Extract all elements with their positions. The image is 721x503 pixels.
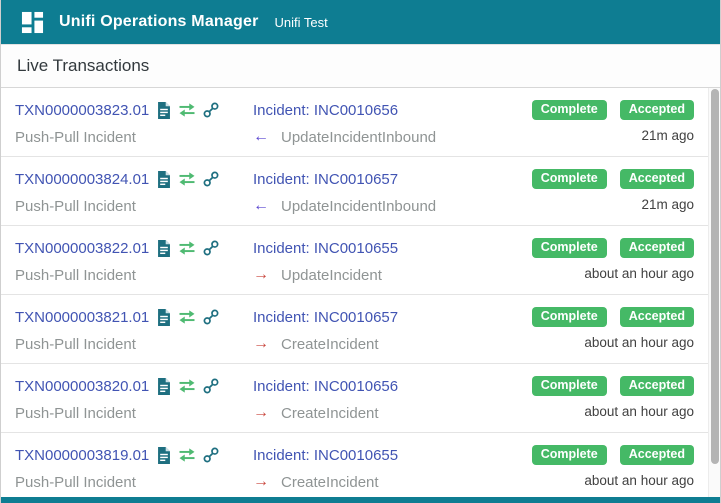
link-icon[interactable] bbox=[203, 309, 219, 325]
process-name: Push-Pull Incident bbox=[15, 197, 136, 215]
scrollbar-thumb[interactable] bbox=[711, 89, 719, 464]
direction-arrow-icon: → bbox=[253, 473, 269, 490]
transaction-number-link[interactable]: TXN0000003823.01 bbox=[15, 101, 150, 119]
incident-link[interactable]: Incident: INC0010657 bbox=[253, 170, 399, 188]
direction-arrow-icon: ← bbox=[253, 128, 269, 145]
transaction-row: TXN0000003821.01 bbox=[1, 295, 720, 364]
status-badge-state: Complete bbox=[531, 307, 607, 327]
process-name: Push-Pull Incident bbox=[15, 266, 136, 284]
timestamp: about an hour ago bbox=[584, 265, 694, 281]
transfer-arrows-icon[interactable] bbox=[178, 446, 196, 464]
message-name: UpdateIncident bbox=[281, 266, 382, 284]
incident-link[interactable]: Incident: INC0010656 bbox=[253, 101, 399, 119]
app-logo-icon[interactable] bbox=[21, 11, 44, 34]
transaction-row: TXN0000003822.01 bbox=[1, 226, 720, 295]
status-badge-acceptance: Accepted bbox=[619, 445, 694, 465]
document-icon[interactable] bbox=[157, 377, 171, 395]
document-icon[interactable] bbox=[157, 170, 171, 188]
status-badge-state: Complete bbox=[531, 445, 607, 465]
transaction-row: TXN0000003824.01 bbox=[1, 157, 720, 226]
timestamp: about an hour ago bbox=[584, 334, 694, 350]
status-badge-state: Complete bbox=[531, 100, 607, 120]
message-name: CreateIncident bbox=[281, 473, 379, 491]
link-icon[interactable] bbox=[203, 378, 219, 394]
link-icon[interactable] bbox=[203, 102, 219, 118]
direction-arrow-icon: ← bbox=[253, 197, 269, 214]
transaction-number-link[interactable]: TXN0000003824.01 bbox=[15, 170, 150, 188]
app-title: Unifi Operations Manager bbox=[59, 13, 259, 30]
message-name: UpdateIncidentInbound bbox=[281, 197, 437, 215]
transaction-row: TXN0000003820.01 bbox=[1, 364, 720, 433]
transfer-arrows-icon[interactable] bbox=[178, 101, 196, 119]
transfer-arrows-icon[interactable] bbox=[178, 239, 196, 257]
transaction-row: TXN0000003819.01 bbox=[1, 433, 720, 497]
incident-link[interactable]: Incident: INC0010655 bbox=[253, 446, 399, 464]
status-badge-acceptance: Accepted bbox=[619, 376, 694, 396]
timestamp: 21m ago bbox=[641, 127, 694, 143]
status-badge-acceptance: Accepted bbox=[619, 238, 694, 258]
message-name: UpdateIncidentInbound bbox=[281, 128, 437, 146]
transaction-row: TXN0000003823.01 bbox=[1, 88, 720, 157]
timestamp: about an hour ago bbox=[584, 472, 694, 488]
timestamp: about an hour ago bbox=[584, 403, 694, 419]
status-badge-state: Complete bbox=[531, 238, 607, 258]
message-name: CreateIncident bbox=[281, 404, 379, 422]
link-icon[interactable] bbox=[203, 447, 219, 463]
incident-link[interactable]: Incident: INC0010657 bbox=[253, 308, 399, 326]
status-badge-acceptance: Accepted bbox=[619, 307, 694, 327]
direction-arrow-icon: → bbox=[253, 404, 269, 421]
document-icon[interactable] bbox=[157, 308, 171, 326]
message-name: CreateIncident bbox=[281, 335, 379, 353]
transactions-list: TXN0000003823.01 bbox=[1, 88, 720, 497]
header-subtitle[interactable]: Unifi Test bbox=[274, 14, 328, 30]
transfer-arrows-icon[interactable] bbox=[178, 308, 196, 326]
app-header: Unifi Operations Manager Unifi Test bbox=[1, 0, 720, 44]
bottom-bar bbox=[1, 497, 720, 503]
link-icon[interactable] bbox=[203, 171, 219, 187]
transfer-arrows-icon[interactable] bbox=[178, 170, 196, 188]
link-icon[interactable] bbox=[203, 240, 219, 256]
transaction-number-link[interactable]: TXN0000003819.01 bbox=[15, 446, 150, 464]
document-icon[interactable] bbox=[157, 239, 171, 257]
timestamp: 21m ago bbox=[641, 196, 694, 212]
process-name: Push-Pull Incident bbox=[15, 473, 136, 491]
status-badge-state: Complete bbox=[531, 169, 607, 189]
transaction-number-link[interactable]: TXN0000003822.01 bbox=[15, 239, 150, 257]
incident-link[interactable]: Incident: INC0010655 bbox=[253, 239, 399, 257]
status-badge-acceptance: Accepted bbox=[619, 100, 694, 120]
direction-arrow-icon: → bbox=[253, 335, 269, 352]
document-icon[interactable] bbox=[157, 446, 171, 464]
process-name: Push-Pull Incident bbox=[15, 335, 136, 353]
document-icon[interactable] bbox=[157, 101, 171, 119]
transfer-arrows-icon[interactable] bbox=[178, 377, 196, 395]
transaction-number-link[interactable]: TXN0000003821.01 bbox=[15, 308, 150, 326]
process-name: Push-Pull Incident bbox=[15, 404, 136, 422]
transaction-number-link[interactable]: TXN0000003820.01 bbox=[15, 377, 150, 395]
status-badge-acceptance: Accepted bbox=[619, 169, 694, 189]
scrollbar[interactable] bbox=[708, 88, 720, 497]
process-name: Push-Pull Incident bbox=[15, 128, 136, 146]
incident-link[interactable]: Incident: INC0010656 bbox=[253, 377, 399, 395]
page-title: Live Transactions bbox=[17, 56, 150, 75]
page-heading-bar: Live Transactions bbox=[1, 44, 720, 88]
status-badge-state: Complete bbox=[531, 376, 607, 396]
direction-arrow-icon: → bbox=[253, 266, 269, 283]
